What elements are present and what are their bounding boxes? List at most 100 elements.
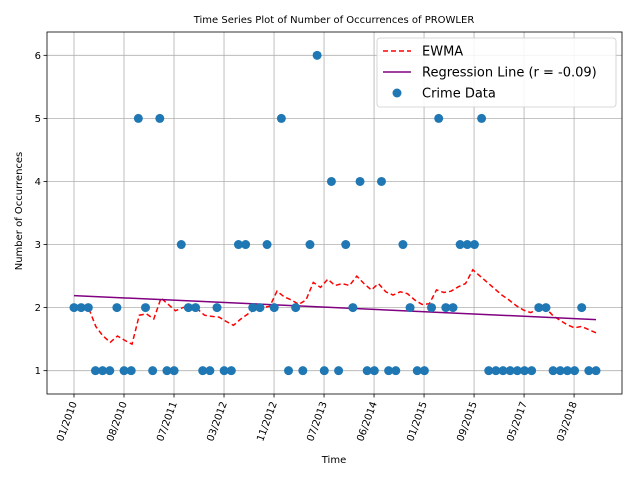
x-tick-label: 01/2015 bbox=[405, 400, 430, 443]
crime-data-point bbox=[262, 240, 272, 250]
crime-data-point bbox=[226, 366, 236, 376]
crime-data-point bbox=[276, 113, 286, 123]
crime-data-point bbox=[148, 366, 158, 376]
crime-data-point bbox=[155, 113, 165, 123]
crime-data-point bbox=[369, 366, 379, 376]
crime-data-point bbox=[219, 366, 229, 376]
x-tick-label: 09/2015 bbox=[455, 400, 480, 443]
crime-data-point bbox=[69, 303, 79, 313]
crime-data-point bbox=[498, 366, 508, 376]
y-tick-label: 1 bbox=[35, 366, 41, 377]
crime-data-point bbox=[326, 176, 336, 186]
legend-label: EWMA bbox=[422, 45, 463, 60]
legend-label: Crime Data bbox=[422, 87, 496, 102]
crime-data-point bbox=[562, 366, 572, 376]
crime-data-point bbox=[462, 240, 472, 250]
y-tick-label: 4 bbox=[35, 177, 41, 188]
crime-data-point bbox=[405, 303, 415, 313]
x-axis-label: Time bbox=[321, 455, 346, 466]
y-tick-label: 3 bbox=[35, 240, 41, 251]
x-tick-label: 05/2017 bbox=[505, 400, 530, 443]
crime-data-point bbox=[584, 366, 594, 376]
crime-data-point bbox=[434, 113, 444, 123]
crime-data-point bbox=[484, 366, 494, 376]
crime-data-point bbox=[198, 366, 208, 376]
crime-data-point bbox=[248, 303, 258, 313]
crime-data-point bbox=[291, 303, 301, 313]
crime-data-point bbox=[491, 366, 501, 376]
x-tick-label: 07/2013 bbox=[305, 400, 330, 443]
x-tick-label: 01/2010 bbox=[55, 400, 80, 443]
crime-data-point bbox=[376, 176, 386, 186]
crime-data-point bbox=[570, 366, 580, 376]
crime-data-point bbox=[512, 366, 522, 376]
crime-data-point bbox=[176, 240, 186, 250]
crime-data-point bbox=[298, 366, 308, 376]
crime-data-point bbox=[126, 366, 136, 376]
crime-data-point bbox=[312, 50, 322, 60]
crime-data-point bbox=[591, 366, 601, 376]
crime-data-point bbox=[183, 303, 193, 313]
crime-data-point bbox=[348, 303, 358, 313]
crime-data-point bbox=[319, 366, 329, 376]
crime-data-point bbox=[119, 366, 129, 376]
x-tick-label: 08/2010 bbox=[105, 400, 130, 443]
crime-data-point bbox=[577, 303, 587, 313]
plot-area bbox=[69, 50, 601, 376]
crime-data-point bbox=[384, 366, 394, 376]
crime-data-point bbox=[205, 366, 215, 376]
crime-data-point bbox=[455, 240, 465, 250]
regression-line bbox=[73, 294, 597, 321]
x-tick-label: 07/2011 bbox=[155, 400, 180, 443]
y-axis-label: Number of Occurrences bbox=[14, 152, 25, 271]
crime-data-point bbox=[341, 240, 351, 250]
crime-data-point bbox=[255, 303, 265, 313]
crime-data-point bbox=[105, 366, 115, 376]
crime-data-point bbox=[162, 366, 172, 376]
crime-data-point bbox=[505, 366, 515, 376]
crime-data-point bbox=[391, 366, 401, 376]
crime-data-point bbox=[555, 366, 565, 376]
crime-data-point bbox=[305, 240, 315, 250]
crime-data-point bbox=[412, 366, 422, 376]
crime-data-point bbox=[541, 303, 551, 313]
crime-data-point bbox=[519, 366, 529, 376]
legend-label: Regression Line (r = -0.09) bbox=[422, 66, 597, 81]
crime-data-point bbox=[441, 303, 451, 313]
crime-data-point bbox=[548, 366, 558, 376]
crime-data-point bbox=[141, 303, 151, 313]
crime-data-point bbox=[448, 303, 458, 313]
crime-data-point bbox=[477, 113, 487, 123]
legend: EWMA Regression Line (r = -0.09) Crime Dat… bbox=[376, 37, 617, 108]
crime-data-point bbox=[427, 303, 437, 313]
x-tick-label: 03/2012 bbox=[205, 400, 230, 443]
crime-data-point bbox=[419, 366, 429, 376]
grid bbox=[47, 32, 622, 394]
crime-data-point bbox=[269, 303, 279, 313]
crime-data-point bbox=[169, 366, 179, 376]
crime-data-point bbox=[191, 303, 201, 313]
crime-data-point bbox=[362, 366, 372, 376]
crime-data-point bbox=[534, 303, 544, 313]
crime-data-point bbox=[90, 366, 100, 376]
x-tick-label: 11/2012 bbox=[255, 400, 280, 443]
crime-data-point bbox=[398, 240, 408, 250]
crime-data-point bbox=[112, 303, 122, 313]
y-tick-label: 5 bbox=[35, 114, 41, 125]
crime-data-point bbox=[284, 366, 294, 376]
crime-data-point bbox=[212, 303, 222, 313]
legend-box bbox=[376, 37, 617, 108]
crime-data-point bbox=[233, 240, 243, 250]
crime-data-point bbox=[334, 366, 344, 376]
crime-data-point bbox=[469, 240, 479, 250]
legend-swatch-crime-data bbox=[392, 88, 402, 98]
crime-data-point bbox=[527, 366, 537, 376]
y-tick-label: 2 bbox=[35, 303, 41, 314]
crime-data-point bbox=[76, 303, 86, 313]
plot-frame bbox=[46, 31, 623, 395]
y-tick-label: 6 bbox=[35, 51, 41, 62]
crime-data-point bbox=[98, 366, 108, 376]
x-tick-label: 06/2014 bbox=[355, 400, 380, 443]
x-tick-label: 03/2018 bbox=[555, 400, 580, 443]
